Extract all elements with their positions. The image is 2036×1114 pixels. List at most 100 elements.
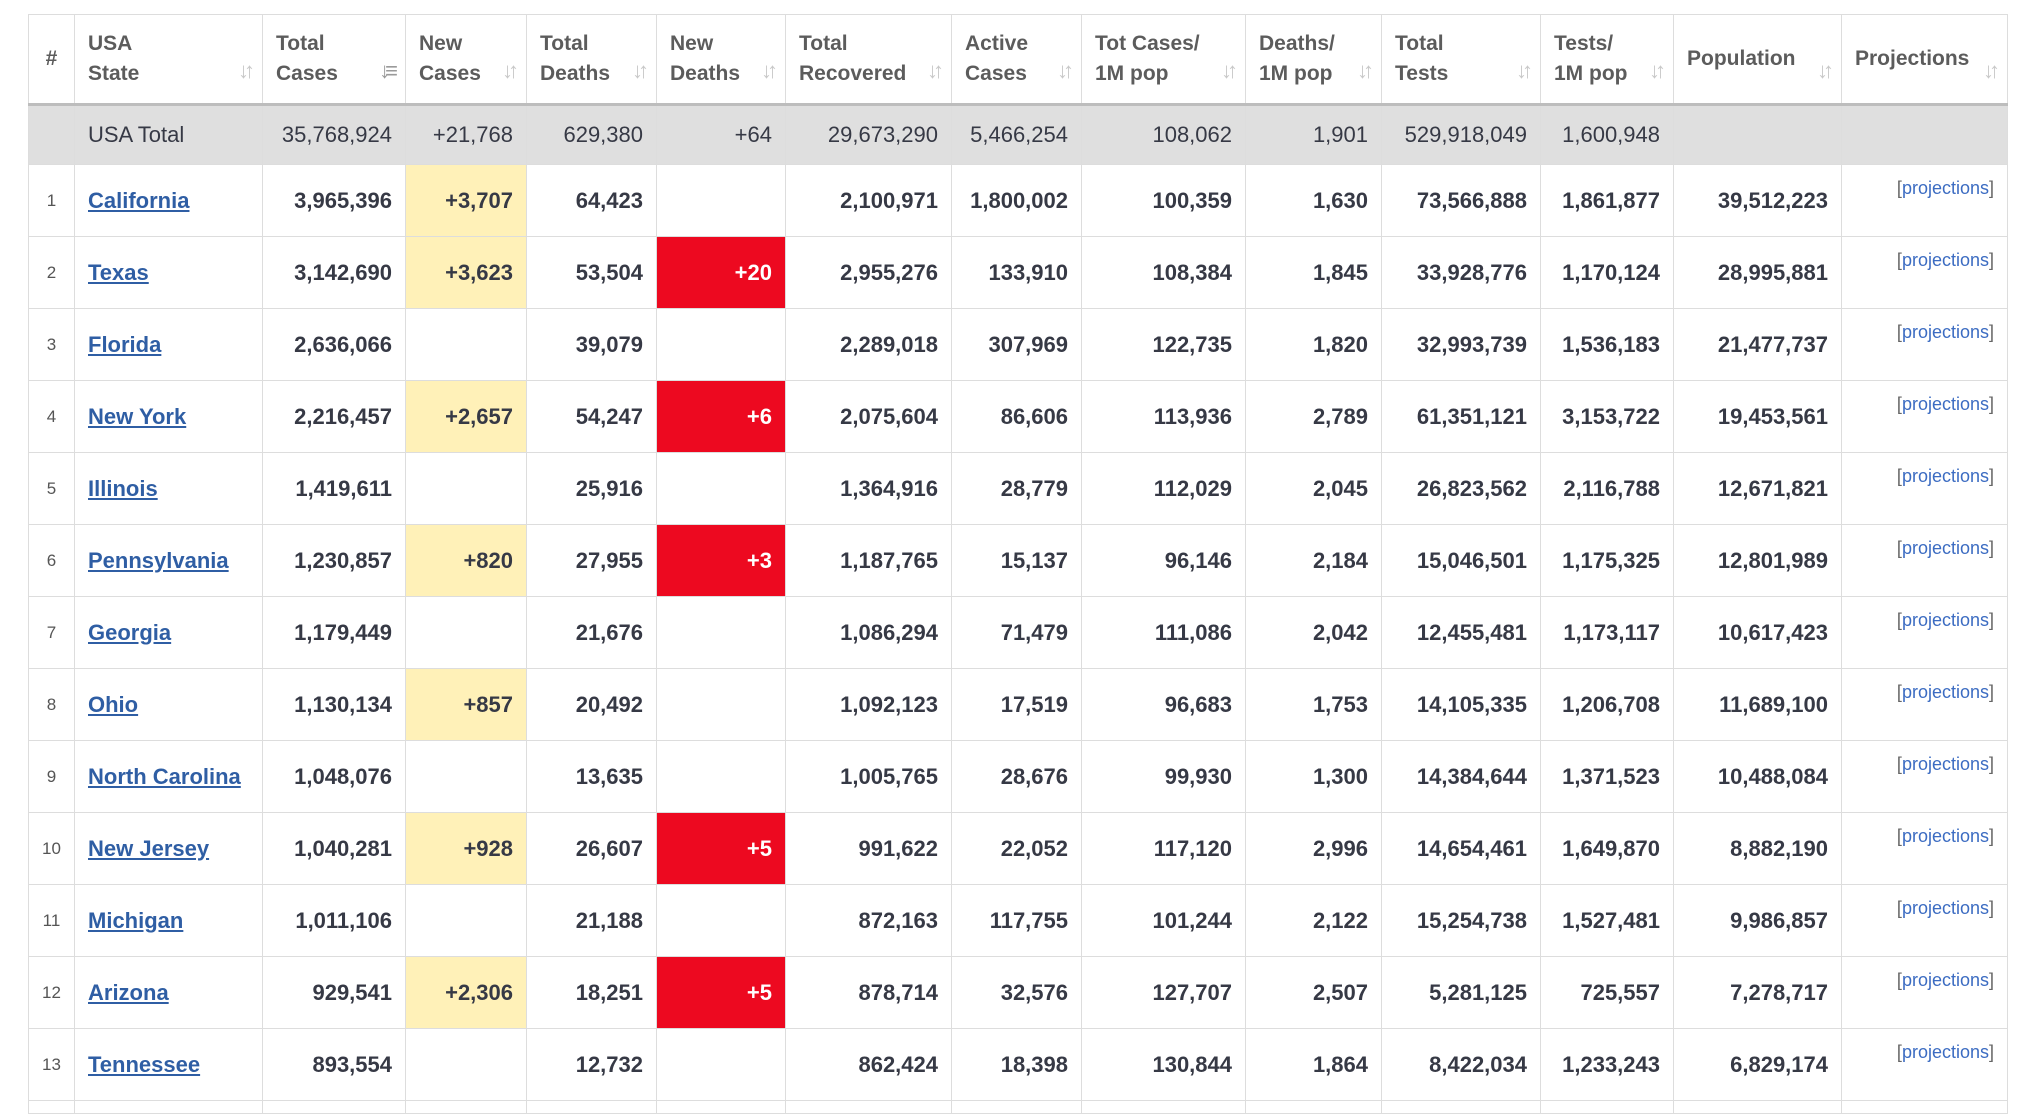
new-deaths-cell: +64 <box>656 104 786 165</box>
projections-link[interactable]: projections <box>1901 178 1989 198</box>
new-cases-cell <box>405 596 527 669</box>
total-deaths-cell: 25,916 <box>526 452 657 525</box>
tests-per-1m-cell: 2,116,788 <box>1540 452 1674 525</box>
projections-link[interactable]: projections <box>1901 538 1989 558</box>
state-cell: Arizona <box>74 956 263 1029</box>
header-deaths-per-1m[interactable]: Deaths/ 1M pop ↓↑ <box>1245 14 1382 106</box>
row-number: 7 <box>28 596 75 669</box>
row-number: 1 <box>28 164 75 237</box>
sort-arrows-icon[interactable]: ↓↑ <box>927 58 944 83</box>
state-link[interactable]: Illinois <box>88 475 158 501</box>
row-number <box>28 104 75 165</box>
header-cases-per-1m[interactable]: Tot Cases/ 1M pop ↓↑ <box>1081 14 1246 106</box>
projections-link[interactable]: projections <box>1901 394 1989 414</box>
tests-per-1m-cell: 1,175,325 <box>1540 524 1674 597</box>
sort-arrows-icon[interactable]: ↓↑ <box>1057 58 1074 83</box>
cases-per-1m-cell: 96,146 <box>1081 524 1246 597</box>
sort-arrows-icon[interactable]: ↓↑ <box>1817 58 1834 83</box>
total-cases-cell: 1,179,449 <box>262 596 406 669</box>
total-deaths-cell: 21,676 <box>526 596 657 669</box>
table-row: 7 Georgia 1,179,449 21,676 1,086,294 71,479 11… <box>28 596 2008 669</box>
header-label: USA State <box>88 32 140 85</box>
table-header-row: # USA State ↓↑ Total Cases ↓≡ New Cases ↓↑ … <box>28 14 2008 106</box>
total-deaths-cell: 12,732 <box>526 1028 657 1101</box>
header-total-tests[interactable]: Total Tests ↓↑ <box>1381 14 1541 106</box>
population-cell: 9,986,857 <box>1673 884 1842 957</box>
state-link[interactable]: New York <box>88 403 187 429</box>
new-deaths-cell <box>656 596 786 669</box>
header-population[interactable]: Population ↓↑ <box>1673 14 1842 106</box>
projections-link[interactable]: projections <box>1901 754 1989 774</box>
row-number: 9 <box>28 740 75 813</box>
sort-arrows-icon[interactable]: ↓↑ <box>1983 58 2000 83</box>
new-deaths-cell <box>656 668 786 741</box>
state-link[interactable]: Tennessee <box>88 1051 201 1077</box>
table-row: 13 Tennessee 893,554 12,732 862,424 18,398 130… <box>28 1028 2008 1101</box>
empty-cell <box>28 1100 75 1114</box>
total-cases-cell: 1,011,106 <box>262 884 406 957</box>
total-recovered-cell: 1,187,765 <box>785 524 952 597</box>
sort-descending-icon[interactable]: ↓≡ <box>379 58 398 83</box>
state-link[interactable]: California <box>88 187 190 213</box>
header-total-cases[interactable]: Total Cases ↓≡ <box>262 14 406 106</box>
projections-link[interactable]: projections <box>1901 826 1989 846</box>
header-total-recovered[interactable]: Total Recovered ↓↑ <box>785 14 952 106</box>
sort-arrows-icon[interactable]: ↓↑ <box>1516 58 1533 83</box>
deaths-per-1m-cell: 1,864 <box>1245 1028 1382 1101</box>
active-cases-cell: 28,676 <box>951 740 1082 813</box>
projections-link[interactable]: projections <box>1901 970 1989 990</box>
header-new-cases[interactable]: New Cases ↓↑ <box>405 14 527 106</box>
projections-link[interactable]: projections <box>1901 898 1989 918</box>
total-recovered-cell: 878,714 <box>785 956 952 1029</box>
state-link[interactable]: Georgia <box>88 619 172 645</box>
header-active-cases[interactable]: Active Cases ↓↑ <box>951 14 1082 106</box>
sort-arrows-icon[interactable]: ↓↑ <box>632 58 649 83</box>
sort-arrows-icon[interactable]: ↓↑ <box>238 58 255 83</box>
total-recovered-cell: 1,086,294 <box>785 596 952 669</box>
state-link[interactable]: Texas <box>88 259 149 285</box>
projections-link[interactable]: projections <box>1901 1042 1989 1062</box>
sort-arrows-icon[interactable]: ↓↑ <box>1649 58 1666 83</box>
projections-link[interactable]: projections <box>1901 466 1989 486</box>
projections-cell: [projections] <box>1841 1028 2008 1101</box>
header-label: Total Deaths <box>540 32 611 85</box>
sort-arrows-icon[interactable]: ↓↑ <box>1221 58 1238 83</box>
state-link[interactable]: Ohio <box>88 691 139 717</box>
total-recovered-cell: 1,092,123 <box>785 668 952 741</box>
state-link[interactable]: Pennsylvania <box>88 547 229 573</box>
projections-link[interactable]: projections <box>1901 610 1989 630</box>
row-number: 8 <box>28 668 75 741</box>
row-number: 4 <box>28 380 75 453</box>
cases-per-1m-cell: 117,120 <box>1081 812 1246 885</box>
projections-link[interactable]: projections <box>1901 682 1989 702</box>
tests-per-1m-cell: 1,649,870 <box>1540 812 1674 885</box>
header-total-deaths[interactable]: Total Deaths ↓↑ <box>526 14 657 106</box>
new-deaths-cell <box>656 164 786 237</box>
projections-link[interactable]: projections <box>1901 322 1989 342</box>
header-tests-per-1m[interactable]: Tests/ 1M pop ↓↑ <box>1540 14 1674 106</box>
sort-arrows-icon[interactable]: ↓↑ <box>502 58 519 83</box>
tests-per-1m-cell: 1,170,124 <box>1540 236 1674 309</box>
cases-per-1m-cell: 108,062 <box>1081 104 1246 165</box>
state-link[interactable]: Florida <box>88 331 162 357</box>
total-recovered-cell: 1,364,916 <box>785 452 952 525</box>
state-link[interactable]: Michigan <box>88 907 184 933</box>
total-deaths-cell: 18,251 <box>526 956 657 1029</box>
projections-cell: [projections] <box>1841 524 2008 597</box>
sort-arrows-icon[interactable]: ↓↑ <box>761 58 778 83</box>
sort-arrows-icon[interactable]: ↓↑ <box>1357 58 1374 83</box>
state-link[interactable]: North Carolina <box>88 763 241 789</box>
total-recovered-cell: 2,289,018 <box>785 308 952 381</box>
new-deaths-cell: +20 <box>656 236 786 309</box>
header-projections[interactable]: Projections ↓↑ <box>1841 14 2008 106</box>
header-state[interactable]: USA State ↓↑ <box>74 14 263 106</box>
total-tests-cell: 73,566,888 <box>1381 164 1541 237</box>
header-label: Tests/ 1M pop <box>1554 32 1628 85</box>
total-tests-cell: 14,105,335 <box>1381 668 1541 741</box>
state-link[interactable]: Arizona <box>88 979 169 1005</box>
header-new-deaths[interactable]: New Deaths ↓↑ <box>656 14 786 106</box>
deaths-per-1m-cell: 2,789 <box>1245 380 1382 453</box>
state-cell: Ohio <box>74 668 263 741</box>
projections-link[interactable]: projections <box>1901 250 1989 270</box>
state-link[interactable]: New Jersey <box>88 835 210 861</box>
